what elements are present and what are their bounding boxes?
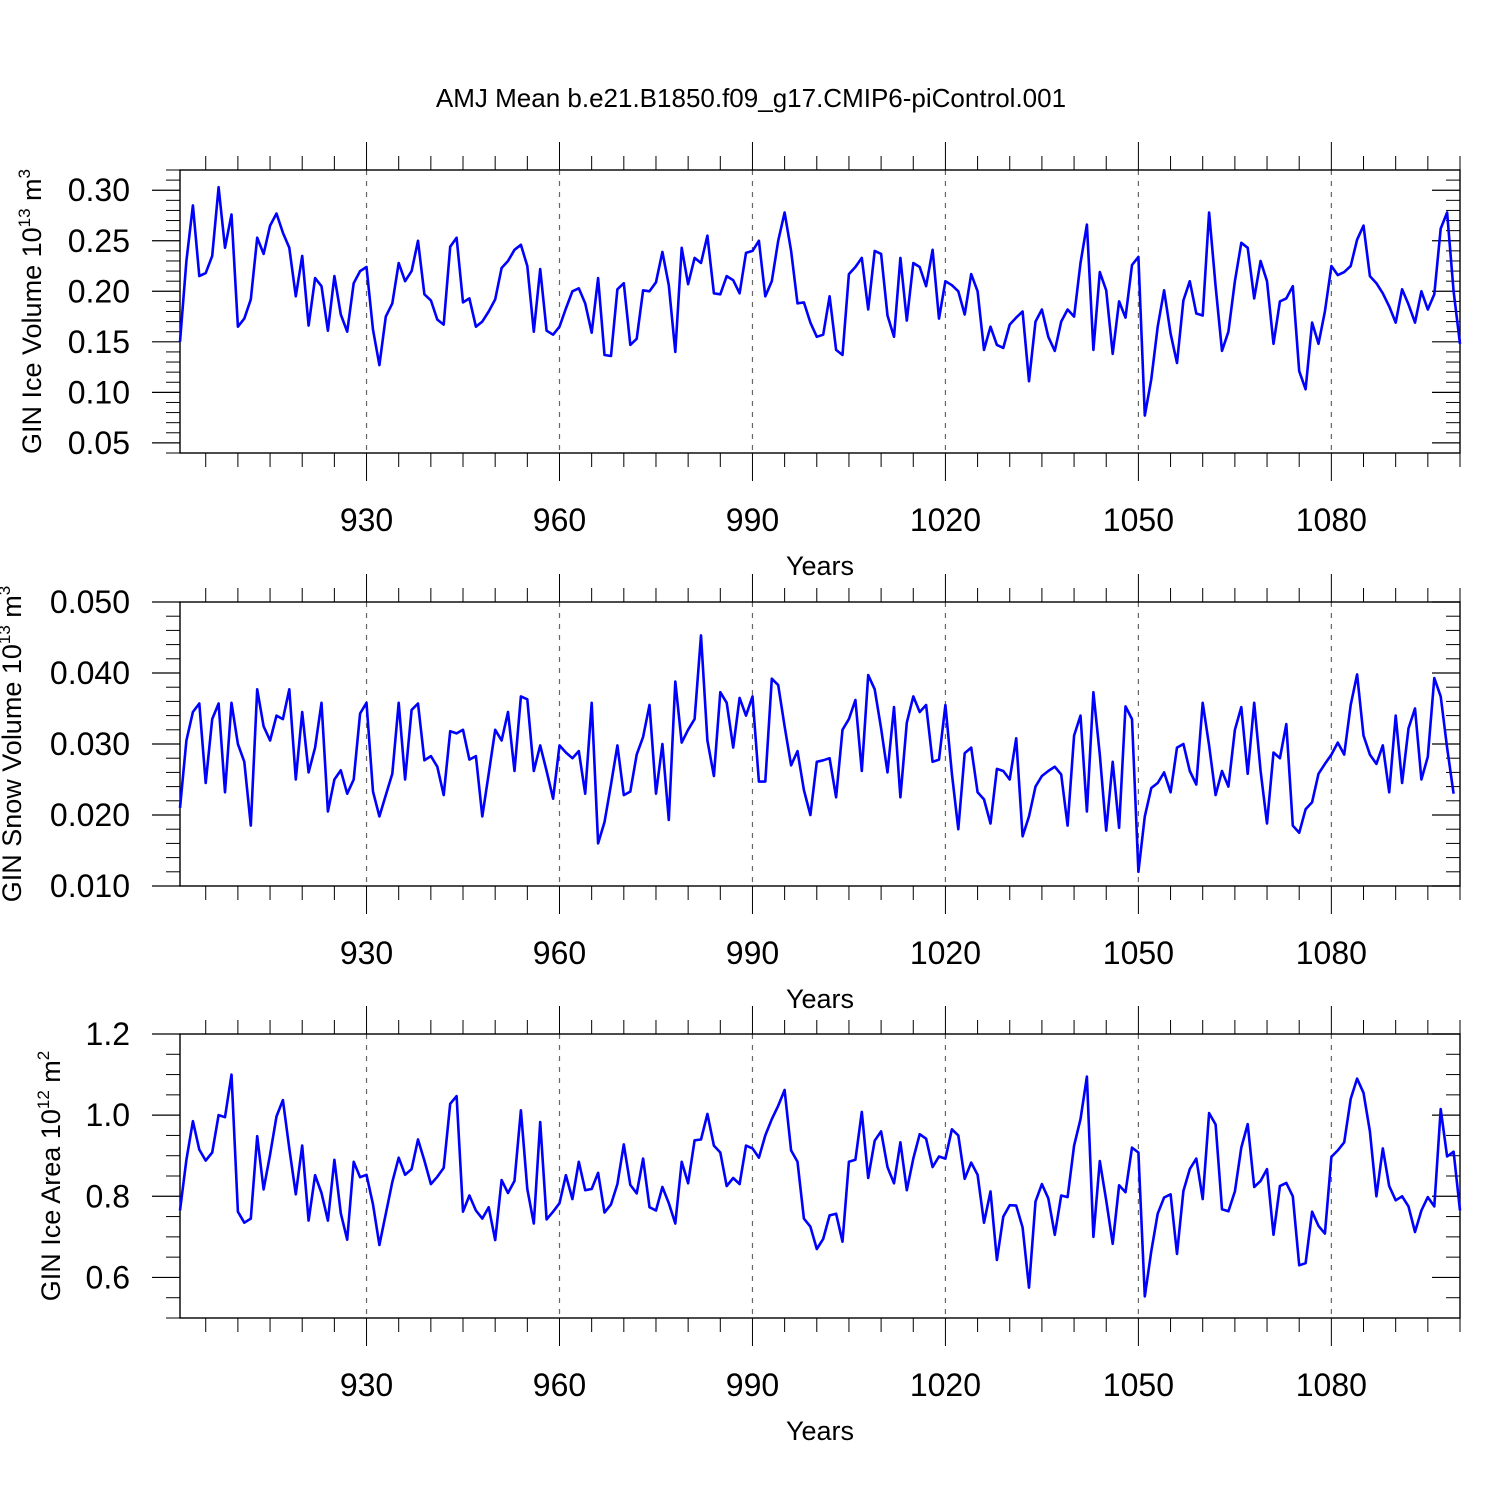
y-tick-label: 0.010 bbox=[50, 868, 130, 904]
y-axis-label-unit-exponent: 3 bbox=[15, 169, 34, 178]
panel-snow-volume: 0.010 0.020 0.030 0.040 0.050 930 960 990 1020 10… bbox=[0, 574, 1461, 1014]
y-axis-label-exponent: 12 bbox=[34, 1090, 53, 1109]
x-tick-label: 1050 bbox=[1103, 502, 1174, 538]
y-axis-label: GIN Ice Area 1012 m2 bbox=[34, 1051, 66, 1302]
y-axis-label-unit-exponent: 3 bbox=[0, 586, 14, 595]
y-axis-label-unit-exponent: 2 bbox=[34, 1051, 53, 1060]
series-line-ice-area bbox=[178, 1073, 1462, 1298]
series-line-snow-volume bbox=[178, 634, 1455, 874]
y-axis-label-text: GIN Snow Volume 10 bbox=[0, 644, 27, 902]
y-tick-label: 0.040 bbox=[50, 655, 130, 691]
chart-panels: 0.05 0.10 0.15 0.20 0.25 0.30 930 960 990 1020 105… bbox=[0, 142, 1462, 1446]
y-tick-label: 0.30 bbox=[68, 172, 130, 208]
x-tick-label: 1020 bbox=[910, 1367, 981, 1403]
x-axis-label: Years bbox=[786, 984, 854, 1014]
series-line-ice-volume bbox=[178, 185, 1462, 417]
x-tick-label: 960 bbox=[533, 502, 586, 538]
x-axis-label: Years bbox=[786, 551, 854, 581]
x-axis-label: Years bbox=[786, 1416, 854, 1446]
x-tick-label: 930 bbox=[340, 502, 393, 538]
x-tick-label: 1050 bbox=[1103, 1367, 1174, 1403]
plot-frame bbox=[179, 601, 1461, 887]
y-tick-label: 0.8 bbox=[86, 1178, 130, 1214]
y-tick-label: 0.030 bbox=[50, 726, 130, 762]
x-tick-label: 1080 bbox=[1296, 935, 1367, 971]
y-tick-label: 1.2 bbox=[86, 1016, 130, 1052]
y-axis-label-unit: m bbox=[0, 595, 27, 625]
y-tick-label: 0.15 bbox=[68, 324, 130, 360]
x-tick-label: 930 bbox=[340, 1367, 393, 1403]
y-axis-label: GIN Ice Volume 1013 m3 bbox=[15, 169, 47, 454]
x-tick-label: 1080 bbox=[1296, 1367, 1367, 1403]
y-axis-label-unit: m bbox=[17, 178, 47, 208]
x-tick-label: 1050 bbox=[1103, 935, 1174, 971]
x-tick-label: 930 bbox=[340, 935, 393, 971]
y-tick-label: 0.05 bbox=[68, 425, 130, 461]
y-axis-label: GIN Snow Volume 1013 m3 bbox=[0, 586, 27, 903]
y-tick-label: 0.6 bbox=[86, 1259, 130, 1295]
x-tick-label: 1080 bbox=[1296, 502, 1367, 538]
y-tick-label: 1.0 bbox=[86, 1097, 130, 1133]
x-tick-label: 1020 bbox=[910, 935, 981, 971]
y-axis-label-exponent: 13 bbox=[0, 625, 14, 644]
y-axis-label-text: GIN Ice Volume 10 bbox=[17, 227, 47, 454]
x-tick-label: 990 bbox=[726, 502, 779, 538]
x-tick-label: 960 bbox=[533, 1367, 586, 1403]
y-tick-label: 0.20 bbox=[68, 273, 130, 309]
y-tick-label: 0.25 bbox=[68, 223, 130, 259]
y-axis-label-exponent: 13 bbox=[15, 208, 34, 227]
panel-ice-area: 0.6 0.8 1.0 1.2 930 960 990 1020 1050 1080 Years GI… bbox=[34, 1006, 1462, 1446]
y-tick-label: 0.050 bbox=[50, 584, 130, 620]
y-tick-label: 0.10 bbox=[68, 374, 130, 410]
y-axis-label-unit: m bbox=[36, 1060, 66, 1090]
y-axis-label-text: GIN Ice Area 10 bbox=[36, 1109, 66, 1301]
x-tick-label: 990 bbox=[726, 935, 779, 971]
chart-title: AMJ Mean b.e21.B1850.f09_g17.CMIP6-piCon… bbox=[436, 83, 1066, 113]
x-tick-label: 990 bbox=[726, 1367, 779, 1403]
y-tick-label: 0.020 bbox=[50, 797, 130, 833]
x-tick-label: 960 bbox=[533, 935, 586, 971]
x-tick-label: 1020 bbox=[910, 502, 981, 538]
panel-ice-volume: 0.05 0.10 0.15 0.20 0.25 0.30 930 960 990 1020 105… bbox=[15, 142, 1462, 581]
